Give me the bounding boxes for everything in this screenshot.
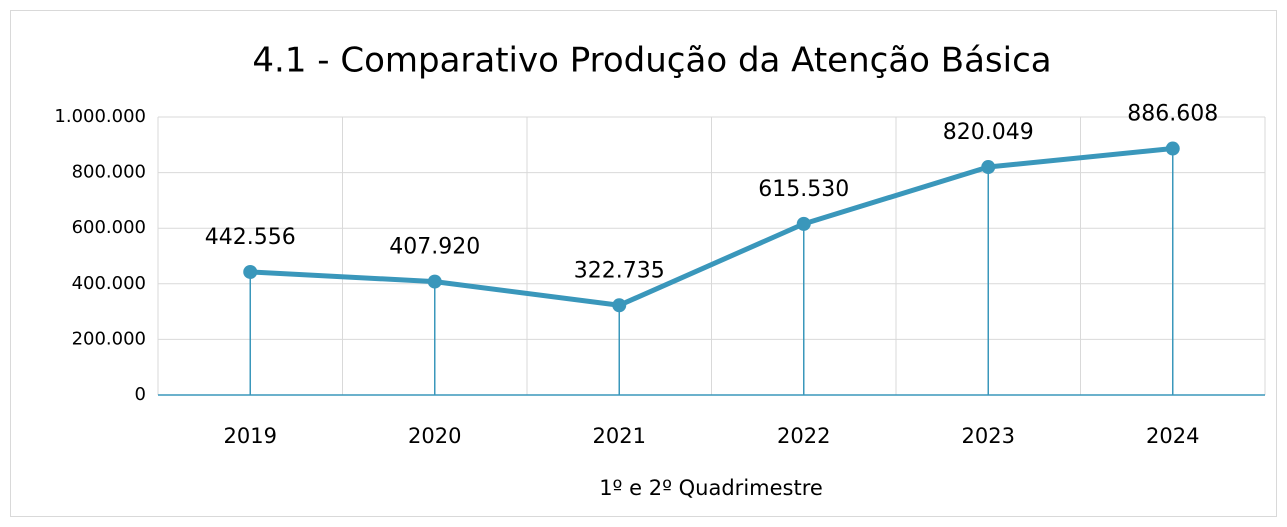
y-tick-label: 0 <box>135 384 146 405</box>
y-tick-label: 200.000 <box>72 328 146 349</box>
marker <box>243 264 258 279</box>
data-label: 820.049 <box>943 120 1034 145</box>
x-tick-label: 2019 <box>224 424 277 448</box>
x-tick-label: 2020 <box>408 424 461 448</box>
data-label: 615.530 <box>758 177 849 202</box>
data-label: 407.920 <box>389 235 480 260</box>
x-tick-label: 2023 <box>962 424 1015 448</box>
marker <box>612 298 627 313</box>
data-label: 442.556 <box>205 225 296 250</box>
y-tick-label: 1.000.000 <box>54 106 146 127</box>
x-tick-label: 2021 <box>593 424 646 448</box>
x-tick-label: 2022 <box>777 424 830 448</box>
marker <box>796 216 811 231</box>
data-label: 322.735 <box>574 258 665 283</box>
data-label: 886.608 <box>1127 102 1218 127</box>
marker <box>981 160 996 175</box>
chart-title: 4.1 - Comparativo Produção da Atenção Bá… <box>252 41 1051 81</box>
y-tick-label: 400.000 <box>72 273 146 294</box>
marker <box>427 274 442 289</box>
y-tick-label: 600.000 <box>72 217 146 238</box>
line <box>250 146 1173 308</box>
marker <box>1165 141 1180 156</box>
x-tick-label: 2024 <box>1146 424 1199 448</box>
y-tick-label: 800.000 <box>72 162 146 183</box>
x-axis-title: 1º e 2º Quadrimestre <box>599 476 823 500</box>
chart-border <box>10 10 1277 517</box>
